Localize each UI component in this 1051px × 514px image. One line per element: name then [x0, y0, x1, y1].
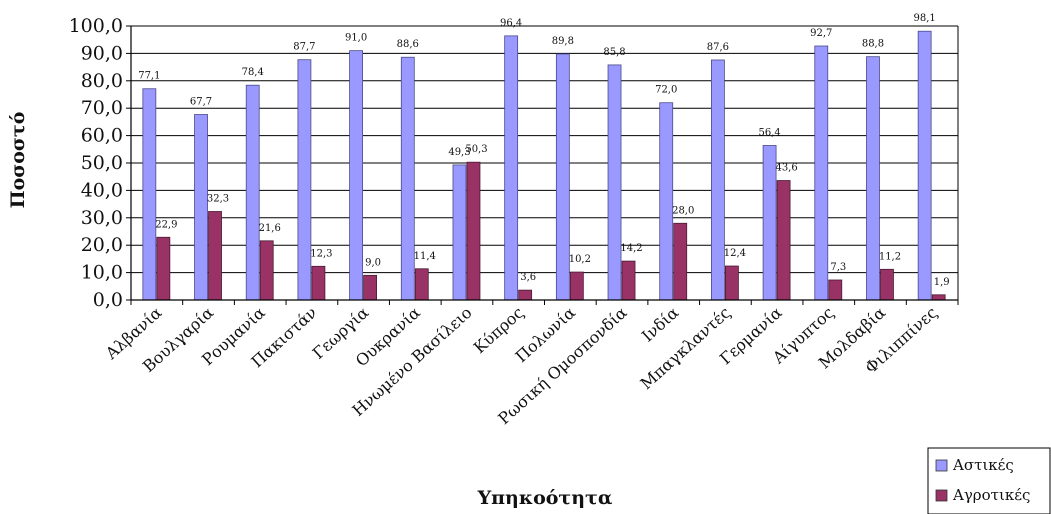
bar-agrotikes — [363, 274, 377, 301]
data-label-agrotikes: 11,2 — [879, 251, 901, 262]
y-tick-label: 60,0 — [81, 125, 123, 147]
legend-swatch — [935, 489, 948, 502]
data-label-agrotikes: 12,3 — [310, 248, 332, 259]
data-label-astikes: 88,8 — [862, 39, 884, 50]
bar-agrotikes — [569, 271, 584, 301]
y-tick-label: 10,0 — [81, 262, 123, 284]
y-tick-labels: 0,0 10,0 20,0 30,0 40,0 50,0 60,0 70,0 80,0 90,0 1… — [69, 15, 123, 311]
bar-agrotikes — [518, 289, 533, 301]
data-label-astikes: 67,7 — [190, 97, 212, 108]
data-label-astikes: 87,7 — [293, 42, 315, 53]
data-label-astikes: 98,1 — [914, 13, 936, 24]
y-tick-label: 0,0 — [93, 289, 123, 311]
data-label-agrotikes: 50,3 — [465, 144, 487, 155]
data-label-astikes: 89,8 — [552, 36, 574, 47]
bar-astikes — [297, 59, 312, 301]
x-tick-label: Ινδία — [638, 303, 683, 346]
data-label-agrotikes: 7,3 — [830, 262, 846, 273]
data-label-astikes: 96,4 — [500, 18, 522, 29]
y-tick-label: 20,0 — [81, 234, 123, 256]
y-tick-label: 30,0 — [81, 207, 123, 229]
bar-astikes — [607, 64, 622, 301]
bar-astikes — [245, 84, 260, 301]
bar-agrotikes — [931, 294, 946, 301]
data-label-agrotikes: 1,9 — [934, 277, 950, 288]
bar-agrotikes — [156, 236, 171, 301]
x-tick-labels: ΑλβανίαΒουλγαρίαΡουμανίαΠακιστάνΓεωργίαΟ… — [101, 303, 941, 429]
bar-agrotikes — [725, 265, 739, 301]
y-tick-label: 50,0 — [81, 152, 123, 174]
data-label-astikes: 91,0 — [345, 33, 367, 44]
y-tick-label: 80,0 — [81, 70, 123, 92]
bar-astikes — [917, 30, 932, 301]
y-tick-label: 100,0 — [69, 15, 123, 37]
data-label-astikes: 56,4 — [758, 127, 780, 138]
data-label-agrotikes: 22,9 — [155, 219, 177, 230]
data-label-agrotikes: 43,6 — [775, 163, 797, 174]
y-tick-label: 70,0 — [81, 97, 123, 119]
bar-agrotikes — [414, 268, 429, 301]
y-axis-title: Ποσοστό — [7, 112, 29, 209]
bar-agrotikes — [311, 265, 326, 301]
bar-agrotikes — [208, 211, 222, 301]
y-tick-label: 90,0 — [81, 42, 123, 64]
data-label-agrotikes: 21,6 — [259, 223, 281, 234]
data-label-agrotikes: 28,0 — [672, 205, 694, 216]
data-label-astikes: 92,7 — [810, 28, 832, 39]
data-label-astikes: 72,0 — [655, 85, 677, 96]
data-label-astikes: 77,1 — [138, 71, 160, 82]
bar-astikes — [194, 114, 208, 301]
data-label-agrotikes: 14,2 — [620, 243, 642, 254]
bar-astikes — [866, 56, 880, 301]
data-label-astikes: 49,3 — [448, 147, 470, 158]
bars — [142, 30, 946, 301]
data-label-agrotikes: 3,6 — [520, 272, 536, 283]
bar-astikes — [452, 164, 467, 301]
legend-label: Αστικές — [952, 456, 1014, 474]
bar-astikes — [659, 102, 674, 301]
data-label-astikes: 88,6 — [397, 39, 419, 50]
data-labels: 77,1 22,9 67,7 32,3 78,4 21,6 87,7 12,3 91,0 9,0 8… — [138, 13, 949, 288]
data-label-agrotikes: 11,4 — [414, 251, 436, 262]
bar-astikes — [762, 145, 777, 301]
axes — [126, 25, 959, 305]
data-label-astikes: 87,6 — [707, 42, 729, 53]
bar-agrotikes — [776, 180, 791, 301]
bar-astikes — [555, 53, 570, 301]
bar-astikes — [349, 50, 363, 301]
data-label-astikes: 78,4 — [242, 67, 264, 78]
bar-agrotikes — [259, 240, 274, 301]
bar-agrotikes — [621, 260, 636, 301]
bar-agrotikes — [466, 161, 481, 301]
y-tick-label: 40,0 — [81, 179, 123, 201]
x-tick-label: Μπαγκλαντές — [637, 303, 734, 393]
x-axis-title: Υπηκοότητα — [477, 487, 613, 509]
legend-box — [927, 447, 1051, 514]
data-label-agrotikes: 32,3 — [207, 193, 229, 204]
bar-agrotikes — [828, 279, 843, 301]
legend-label: Αγροτικές — [952, 486, 1030, 504]
legend: Αστικές Αγροτικές — [927, 447, 1051, 514]
bar-astikes — [814, 45, 829, 301]
data-label-astikes: 85,8 — [603, 47, 625, 58]
legend-swatch — [935, 459, 948, 472]
bar-agrotikes — [880, 268, 894, 301]
data-label-agrotikes: 10,2 — [569, 254, 591, 265]
bar-astikes — [400, 56, 415, 301]
bar-astikes — [504, 35, 519, 301]
bar-agrotikes — [673, 222, 688, 301]
data-label-agrotikes: 12,4 — [724, 248, 746, 259]
bar-astikes — [142, 88, 157, 301]
data-label-agrotikes: 9,0 — [365, 257, 381, 268]
bar-astikes — [711, 59, 725, 301]
